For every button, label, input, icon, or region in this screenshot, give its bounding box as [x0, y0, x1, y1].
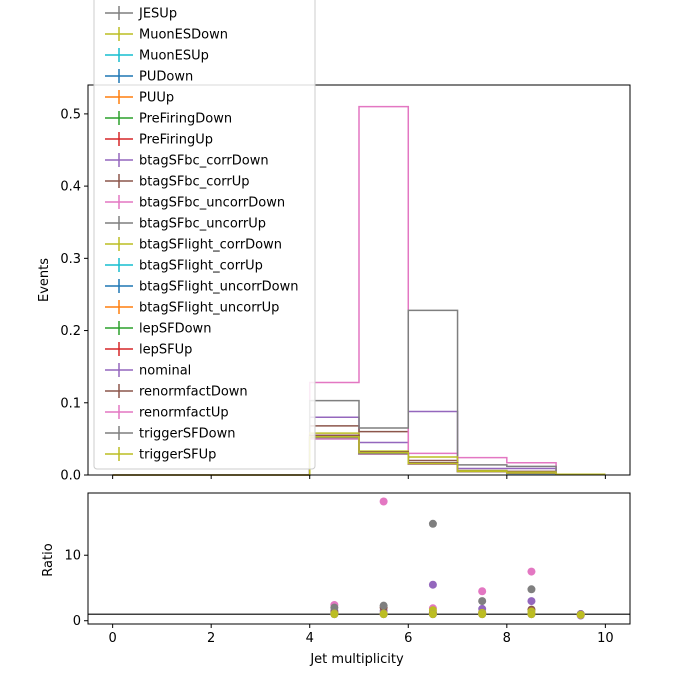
ratio-panel: 0 10 0 2 4 6 8 10 Ratio Jet multiplicity: [41, 492, 631, 667]
legend-item: PreFiringUp: [105, 132, 213, 148]
main-y-tick-label: 0.4: [60, 180, 81, 195]
x-tick-label: 0: [108, 631, 116, 646]
legend-label: renormfactDown: [139, 385, 248, 400]
ratio-y-tick-label: 0: [73, 614, 81, 629]
legend-label: MuonESDown: [139, 28, 228, 43]
x-axis-label: Jet multiplicity: [309, 652, 404, 667]
legend-label: btagSFlight_corrDown: [139, 238, 282, 253]
legend-label: PUDown: [139, 70, 193, 85]
x-tick-label: 10: [597, 631, 614, 646]
ratio-y-tick-label: 10: [64, 549, 81, 564]
ratio-point-btagSFbc_uncorrUp: [330, 603, 339, 612]
legend-label: triggerSFUp: [139, 448, 216, 463]
legend-items: JESUp MuonESDown MuonESUp PUDown PUUp PreFiri…: [105, 6, 299, 463]
legend-item: btagSFbc_uncorrUp: [105, 216, 266, 232]
main-y-axis-ticks: 0.0 0.1 0.2 0.3 0.4 0.5: [60, 107, 88, 484]
ratio-y-axis-ticks: 0 10: [64, 549, 88, 629]
ratio-x-axis-ticks: 0 2 4 6 8 10: [108, 624, 614, 646]
legend-item: triggerSFUp: [105, 447, 216, 463]
legend-label: lepSFDown: [139, 322, 211, 337]
main-y-tick-label: 0.0: [60, 469, 81, 484]
legend-label: btagSFbc_uncorrUp: [139, 217, 266, 232]
ratio-point-triggerSFUp: [428, 610, 437, 619]
legend-label: PreFiringUp: [139, 133, 213, 148]
legend-item: renormfactDown: [105, 384, 248, 400]
x-tick-label: 6: [404, 631, 412, 646]
legend-item: btagSFlight_corrUp: [105, 258, 263, 274]
legend: JESUp MuonESDown MuonESUp PUDown PUUp PreFiri…: [93, 0, 316, 470]
ratio-point-btagSFbc_uncorrUp: [478, 597, 487, 606]
legend-item: lepSFDown: [105, 321, 211, 337]
ratio-point-triggerSFUp: [527, 610, 536, 619]
legend-item: lepSFUp: [105, 342, 192, 358]
ratio-point-btagSFbc_uncorrUp: [379, 601, 388, 610]
main-x-axis-ticks: [112, 475, 606, 479]
legend-label: btagSFlight_uncorrUp: [139, 301, 279, 316]
legend-label: renormfactUp: [139, 406, 229, 421]
main-y-tick-label: 0.1: [60, 396, 81, 411]
main-plot-frame: [87, 84, 631, 476]
legend-item: btagSFbc_corrDown: [105, 153, 269, 169]
legend-item: btagSFbc_uncorrDown: [105, 195, 285, 211]
ratio-point-btagSFbc_uncorrUp: [428, 519, 437, 528]
main-y-tick-label: 0.2: [60, 324, 81, 339]
legend-item: btagSFlight_uncorrUp: [105, 300, 279, 316]
ratio-point-btagSFbc_corrDown: [527, 597, 536, 606]
ratio-point-btagSFbc_uncorrDown: [527, 567, 536, 576]
x-tick-label: 8: [503, 631, 511, 646]
legend-label: btagSFbc_corrUp: [139, 175, 250, 190]
main-panel: 0.0 0.1 0.2 0.3 0.4 0.5 Events: [37, 84, 631, 484]
ratio-point-triggerSFUp: [330, 610, 339, 619]
legend-label: MuonESUp: [139, 49, 209, 64]
ratio-point-btagSFbc_uncorrDown: [478, 587, 487, 596]
legend-label: triggerSFDown: [139, 427, 235, 442]
main-y-tick-label: 0.5: [60, 107, 81, 122]
x-tick-label: 4: [306, 631, 314, 646]
legend-item: renormfactUp: [105, 405, 229, 421]
legend-item: btagSFbc_corrUp: [105, 174, 250, 190]
legend-item: MuonESDown: [105, 27, 228, 43]
ratio-point-btagSFbc_uncorrUp: [527, 585, 536, 594]
main-y-tick-label: 0.3: [60, 252, 81, 267]
ratio-points-group: [330, 497, 585, 620]
ratio-point-btagSFbc_corrDown: [428, 580, 437, 589]
ratio-point-triggerSFUp: [576, 610, 585, 619]
legend-item: JESUp: [105, 6, 177, 22]
legend-frame: [93, 0, 316, 470]
legend-label: btagSFbc_uncorrDown: [139, 196, 285, 211]
legend-label: nominal: [139, 364, 191, 379]
legend-item: btagSFlight_corrDown: [105, 237, 282, 253]
legend-item: nominal: [105, 363, 191, 379]
legend-label: btagSFlight_uncorrDown: [139, 280, 299, 295]
main-y-axis-label: Events: [37, 258, 52, 302]
legend-item: PUUp: [105, 90, 174, 106]
legend-label: lepSFUp: [139, 343, 192, 358]
ratio-point-triggerSFUp: [379, 610, 388, 619]
legend-label: JESUp: [138, 7, 177, 22]
legend-item: PreFiringDown: [105, 111, 232, 127]
legend-label: btagSFbc_corrDown: [139, 154, 269, 169]
ratio-point-triggerSFUp: [478, 610, 487, 619]
ratio-plot-frame: [87, 492, 631, 625]
ratio-point-btagSFbc_uncorrDown: [379, 497, 388, 506]
legend-item: btagSFlight_uncorrDown: [105, 279, 299, 295]
legend-item: MuonESUp: [105, 48, 209, 64]
legend-item: PUDown: [105, 69, 193, 85]
x-tick-label: 2: [207, 631, 215, 646]
legend-label: PreFiringDown: [139, 112, 232, 127]
legend-label: btagSFlight_corrUp: [139, 259, 263, 274]
ratio-y-axis-label: Ratio: [41, 543, 56, 576]
legend-label: PUUp: [139, 91, 174, 106]
legend-item: triggerSFDown: [105, 426, 235, 442]
